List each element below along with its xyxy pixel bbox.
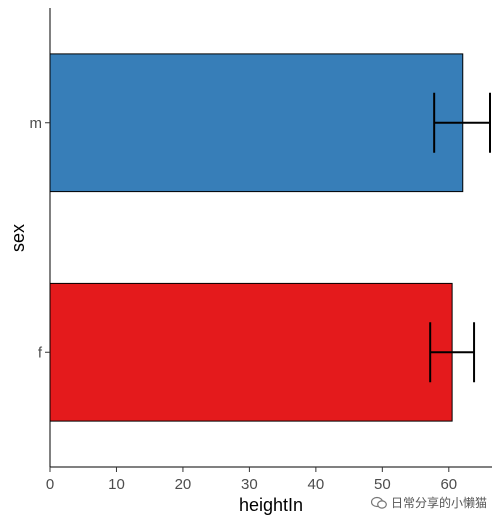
bar-m: [49, 53, 464, 193]
y-tick-label-f: f: [38, 344, 43, 361]
y-tick-label-m: m: [30, 115, 43, 132]
x-tick-label-40: 40: [308, 476, 325, 493]
watermark: 日常分享的小懒猫: [370, 494, 487, 511]
axes: 0 10 20 30 40 50 60 f m: [30, 8, 492, 493]
x-tick-label-20: 20: [175, 476, 192, 493]
watermark-text: 日常分享的小懒猫: [390, 496, 487, 510]
x-axis-title: heightIn: [239, 495, 303, 515]
error-bar-m: [433, 92, 492, 153]
error-bar-f: [429, 322, 476, 383]
x-tick-label-50: 50: [374, 476, 391, 493]
plot-area: [49, 53, 492, 422]
y-axis-title: sex: [8, 224, 28, 252]
chat-bubble-icon: [370, 496, 387, 509]
x-tick-label-60: 60: [440, 476, 457, 493]
x-tick-label-30: 30: [241, 476, 258, 493]
bar-f: [49, 282, 453, 422]
x-tick-label-10: 10: [108, 476, 125, 493]
x-tick-label-0: 0: [46, 476, 54, 493]
